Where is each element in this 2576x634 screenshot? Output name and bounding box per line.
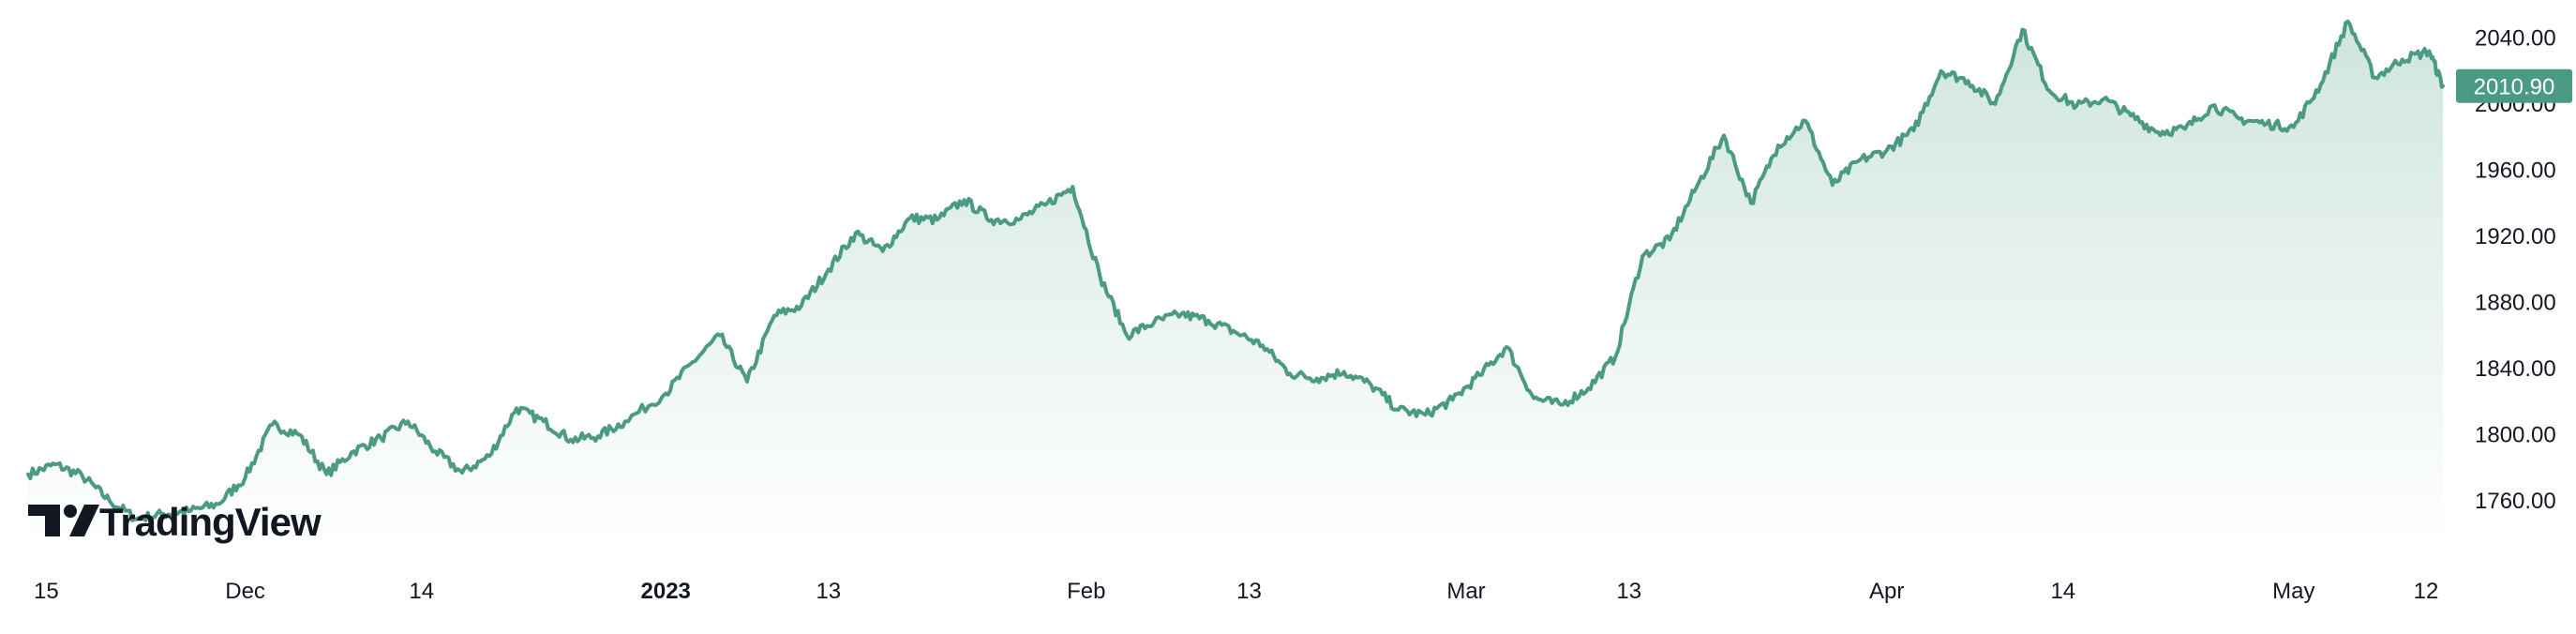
x-tick-label: 14 (2050, 579, 2075, 604)
y-tick-label: 1840.00 (2475, 356, 2556, 382)
x-tick-label: Apr (1869, 579, 1904, 604)
price-area (28, 21, 2443, 543)
y-tick-label: 1880.00 (2475, 290, 2556, 315)
y-tick-label: 1800.00 (2475, 422, 2556, 447)
x-tick-label: Feb (1067, 579, 1105, 604)
x-tick-label: 14 (409, 579, 434, 604)
x-axis: 15 Dec 14 2023 13 Feb 13 Mar 13 Apr 14 May 12 (34, 579, 2438, 604)
tradingview-logo-text: TradingView (99, 500, 322, 544)
x-tick-label: 13 (1236, 579, 1262, 604)
y-tick-label: 1760.00 (2475, 489, 2556, 514)
x-tick-label: 12 (2414, 579, 2439, 604)
x-tick-label: Mar (1446, 579, 1485, 604)
x-tick-label: 13 (1616, 579, 1641, 604)
tradingview-logo[interactable]: TradingView (28, 500, 322, 544)
y-tick-label: 1960.00 (2475, 158, 2556, 183)
price-line (26, 19, 2445, 523)
tradingview-logo-mark-icon (28, 505, 99, 536)
x-tick-label: 15 (34, 579, 59, 604)
y-tick-label: 2040.00 (2475, 25, 2556, 51)
last-price-tag: 2010.90 (2456, 68, 2572, 103)
last-price-tag-bg (2456, 68, 2572, 103)
last-price-tag-text: 2010.90 (2474, 75, 2555, 100)
x-tick-label: 13 (816, 579, 841, 604)
x-tick-label: 2023 (641, 579, 691, 604)
x-tick-label: May (2272, 579, 2314, 604)
x-tick-label: Dec (225, 579, 265, 604)
plot-area (26, 19, 2445, 543)
y-tick-label: 1920.00 (2475, 224, 2556, 249)
